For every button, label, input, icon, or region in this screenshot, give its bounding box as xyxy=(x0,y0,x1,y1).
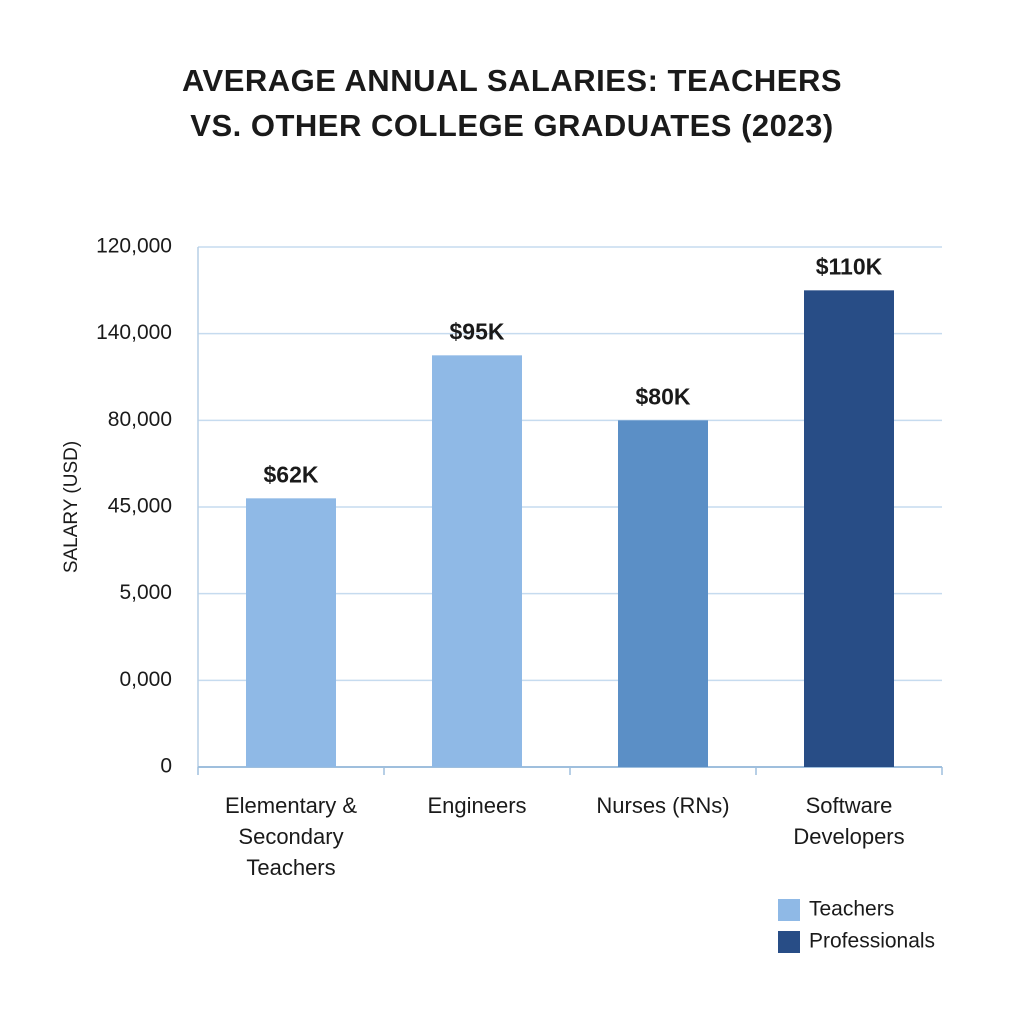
y-axis-label: SALARY (USD) xyxy=(61,441,82,573)
legend-label: Teachers xyxy=(809,898,894,921)
y-tick-label: 5,000 xyxy=(119,581,172,604)
legend-swatch xyxy=(778,931,800,953)
x-tick-label: Nurses (RNs) xyxy=(596,793,730,818)
legend-swatch xyxy=(778,899,800,921)
data-label: $110K xyxy=(816,253,883,279)
data-label: $80K xyxy=(636,383,691,409)
y-tick-label: 0 xyxy=(160,755,172,778)
chart-title: AVERAGE ANNUAL SALARIES: TEACHERS VS. OT… xyxy=(181,63,843,143)
data-label: $62K xyxy=(264,461,319,487)
bar xyxy=(432,355,522,767)
y-tick-label: 120,000 xyxy=(96,235,172,258)
bar xyxy=(618,420,708,767)
x-tick-label: Software Developers xyxy=(793,793,905,849)
y-tick-label: 80,000 xyxy=(108,408,172,431)
y-tick-label: 45,000 xyxy=(108,495,172,518)
y-tick-label: 140,000 xyxy=(96,321,172,344)
legend-label: Professionals xyxy=(809,930,935,953)
x-tick-label: Engineers xyxy=(427,793,527,818)
y-tick-label: 0,000 xyxy=(119,668,172,691)
data-label: $95K xyxy=(450,318,505,344)
bar xyxy=(246,498,336,767)
x-tick-label: Elementary & Secondary Teachers xyxy=(224,793,358,880)
bar xyxy=(804,290,894,767)
